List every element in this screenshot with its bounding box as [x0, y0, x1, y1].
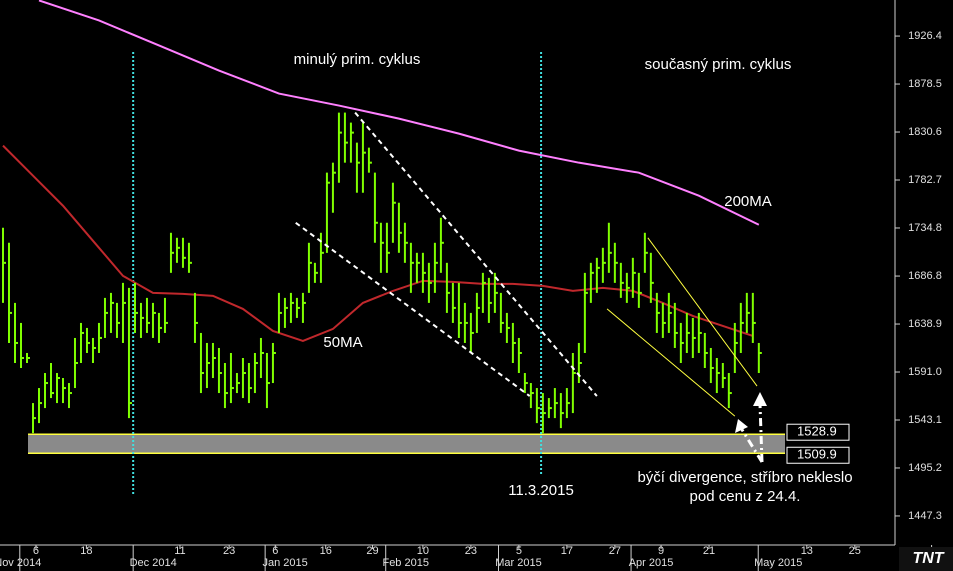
x-tick-label: 17 — [561, 545, 573, 557]
ma-line — [2, 144, 754, 343]
month-label: Dec 2014 — [130, 557, 177, 569]
y-tick-label: 1638.9 — [908, 318, 942, 330]
support-label: 1509.9 — [797, 447, 837, 462]
x-tick-label: 5 — [516, 545, 522, 557]
x-tick-label: 25 — [849, 545, 861, 557]
month-label: May 2015 — [754, 557, 802, 569]
y-tick-label: 1734.8 — [908, 222, 942, 234]
trend-line — [354, 111, 598, 397]
annotation: minulý prim. cyklus — [294, 51, 421, 68]
x-tick-label: 10 — [417, 545, 429, 557]
x-tick-label: 6 — [33, 545, 39, 557]
y-tick-label: 1878.5 — [908, 78, 942, 90]
support-label-box — [786, 446, 850, 464]
month-label: Feb 2015 — [382, 557, 428, 569]
y-tick-label: 1591.0 — [908, 366, 942, 378]
annotation: býčí divergence, stříbro nekleslo — [637, 469, 852, 486]
logo: TNT — [912, 550, 944, 567]
ma-line — [38, 0, 760, 226]
annotation: pod cenu z 24.4. — [690, 488, 801, 505]
x-tick-label: 16 — [320, 545, 332, 557]
y-tick-label: 1447.3 — [908, 510, 942, 522]
support-label-box — [786, 423, 850, 441]
y-tick-label: 1926.4 — [908, 30, 942, 42]
month-label: Nov 2014 — [0, 557, 41, 569]
y-tick-label: 1782.7 — [908, 174, 942, 186]
trend-line — [295, 221, 531, 397]
x-tick-label: 11 — [174, 545, 185, 557]
arrows — [739, 403, 764, 463]
arrow — [739, 427, 764, 463]
month-label: Apr 2015 — [629, 557, 674, 569]
x-tick-label: 21 — [703, 545, 715, 557]
support-zone — [28, 434, 785, 454]
arrow-head — [735, 392, 767, 433]
x-tick-label: 13 — [801, 545, 813, 557]
y-tick-label: 1543.1 — [908, 414, 942, 426]
arrow — [758, 403, 764, 463]
trend-line — [606, 308, 736, 417]
x-tick-label: 23 — [223, 545, 235, 557]
x-tick-label: 6 — [272, 545, 278, 557]
legend-label: 200MA — [724, 193, 772, 210]
annotation: současný prim. cyklus — [645, 56, 792, 73]
month-label: Jan 2015 — [263, 557, 308, 569]
x-tick-label: 23 — [465, 545, 477, 557]
trend-line — [647, 237, 758, 387]
x-tick-label: 9 — [658, 545, 664, 557]
x-tick-label: 18 — [80, 545, 92, 557]
logo-box — [899, 547, 953, 571]
y-tick-label: 1686.8 — [908, 270, 942, 282]
y-tick-label: 1495.2 — [908, 462, 942, 474]
annotation: 11.3.2015 — [508, 482, 574, 499]
x-tick-label: 27 — [609, 545, 621, 557]
support-label: 1528.9 — [797, 424, 837, 439]
x-tick-label: 29 — [366, 545, 378, 557]
month-label: Mar 2015 — [495, 557, 541, 569]
y-tick-label: 1830.6 — [908, 126, 942, 138]
legend-label: 50MA — [323, 334, 362, 351]
